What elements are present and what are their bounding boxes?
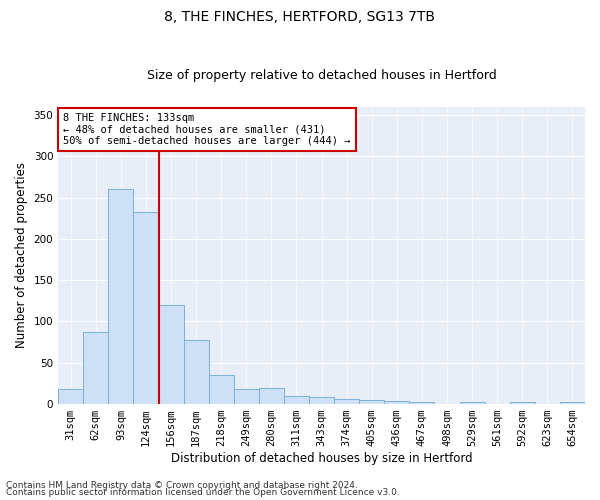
Bar xyxy=(409,402,434,404)
Bar xyxy=(334,399,359,404)
Bar xyxy=(560,402,585,404)
Bar xyxy=(259,388,284,404)
Text: 8, THE FINCHES, HERTFORD, SG13 7TB: 8, THE FINCHES, HERTFORD, SG13 7TB xyxy=(164,10,436,24)
Text: Contains HM Land Registry data © Crown copyright and database right 2024.: Contains HM Land Registry data © Crown c… xyxy=(6,480,358,490)
Bar xyxy=(83,332,109,404)
Bar xyxy=(460,402,485,404)
X-axis label: Distribution of detached houses by size in Hertford: Distribution of detached houses by size … xyxy=(171,452,472,465)
Bar xyxy=(209,375,234,404)
Bar xyxy=(309,398,334,404)
Title: Size of property relative to detached houses in Hertford: Size of property relative to detached ho… xyxy=(147,69,496,82)
Text: Contains public sector information licensed under the Open Government Licence v3: Contains public sector information licen… xyxy=(6,488,400,497)
Bar xyxy=(184,340,209,404)
Bar xyxy=(58,389,83,404)
Y-axis label: Number of detached properties: Number of detached properties xyxy=(15,162,28,348)
Bar xyxy=(158,305,184,404)
Bar xyxy=(234,389,259,404)
Bar xyxy=(109,190,133,404)
Bar xyxy=(133,212,158,404)
Bar xyxy=(359,400,385,404)
Bar xyxy=(284,396,309,404)
Bar xyxy=(510,402,535,404)
Bar xyxy=(385,401,409,404)
Text: 8 THE FINCHES: 133sqm
← 48% of detached houses are smaller (431)
50% of semi-det: 8 THE FINCHES: 133sqm ← 48% of detached … xyxy=(64,112,351,146)
